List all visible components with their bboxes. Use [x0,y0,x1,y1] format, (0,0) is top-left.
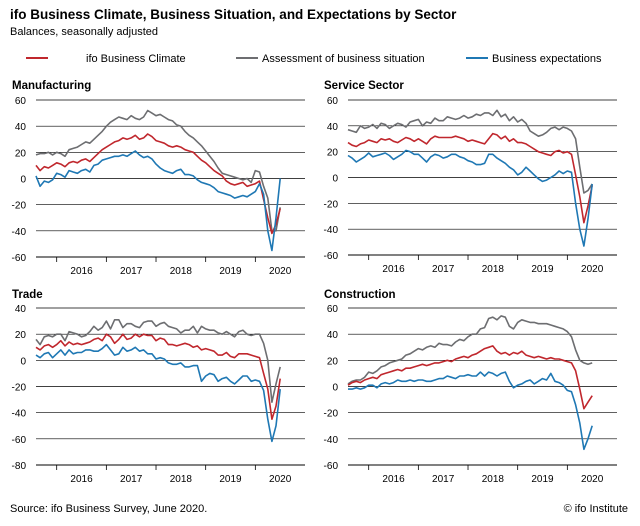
panel-trade: Trade -80 -60 -40 -20 0 20 40 2016 2017 2018 2019 20… [12,289,305,485]
x-tick-label: 2016 [382,474,405,485]
copyright-note: © ifo Institute [563,503,628,515]
x-tick-label: 2020 [581,474,604,485]
x-tick-label: 2016 [382,264,405,275]
x-tick-label: 2018 [170,266,193,277]
chart-subtitle: Balances, seasonally adjusted [10,26,158,38]
series-line-business-expectations [348,371,593,451]
x-tick-label: 2019 [531,264,554,275]
legend: ifo Business Climate Assessment of busine… [26,53,602,65]
x-tick-label: 2019 [531,474,554,485]
source-note: Source: ifo Business Survey, June 2020. [10,503,208,515]
y-tick-label: -40 [324,435,339,446]
y-tick-label: -80 [12,461,27,472]
x-tick-label: 2017 [432,474,455,485]
chart-title: ifo Business Climate, Business Situation… [10,7,457,22]
panel-service-sector: Service Sector -60 -40 -20 0 20 40 60 2016 2017 20… [324,80,617,275]
panel-title: Construction [324,289,396,301]
x-tick-label: 2018 [170,474,193,485]
y-tick-label: -40 [12,409,27,420]
series-line-ifo-business-climate [347,345,593,410]
y-tick-label: -40 [12,227,27,238]
series-line-ifo-business-climate [347,132,593,224]
series-line-ifo-business-climate [35,133,281,235]
panel-title: Trade [12,289,43,301]
x-tick-label: 2017 [120,474,143,485]
y-tick-label: -60 [12,435,27,446]
panel-construction: Construction -60 -40 -20 0 20 40 60 2016 2017 2018… [324,289,617,485]
x-tick-label: 2020 [581,264,604,275]
x-tick-label: 2017 [432,264,455,275]
y-tick-label: -60 [12,253,27,264]
y-tick-label: 20 [15,148,27,159]
panel-title: Service Sector [324,80,404,92]
series-line-ifo-business-climate [35,333,281,421]
legend-label-1: ifo Business Climate [86,53,186,65]
x-tick-label: 2019 [219,474,242,485]
y-tick-label: 40 [327,330,339,341]
series-line-assessment-of-business-situation [347,315,593,385]
x-tick-label: 2016 [70,474,93,485]
y-tick-label: 20 [327,356,339,367]
y-tick-label: -20 [324,199,339,210]
y-tick-label: 0 [20,175,26,186]
y-tick-label: 20 [15,330,27,341]
y-tick-label: -60 [324,251,339,262]
series-line-assessment-of-business-situation [35,318,281,404]
y-tick-label: 60 [327,304,339,315]
panel-title: Manufacturing [12,80,91,92]
y-tick-label: 40 [327,122,339,133]
legend-label-2: Assessment of business situation [262,53,425,65]
x-tick-label: 2017 [120,266,143,277]
y-tick-label: 0 [332,174,338,185]
y-tick-label: -20 [324,409,339,420]
y-tick-label: 40 [15,304,27,315]
y-tick-label: 40 [15,122,27,133]
series-line-business-expectations [35,343,281,443]
y-tick-label: -20 [12,201,27,212]
y-tick-label: 60 [15,96,27,107]
x-tick-label: 2019 [219,266,242,277]
x-tick-label: 2018 [482,474,505,485]
series-line-business-expectations [347,149,593,247]
x-tick-label: 2016 [70,266,93,277]
legend-label-3: Business expectations [492,53,602,65]
x-tick-label: 2020 [269,266,292,277]
chart-panels: Manufacturing -60 -40 -20 0 20 40 60 2016 2017 201… [12,80,617,485]
y-tick-label: 0 [332,383,338,394]
y-tick-label: 60 [327,96,339,107]
series-line-business-expectations [35,150,281,252]
panel-manufacturing: Manufacturing -60 -40 -20 0 20 40 60 2016 2017 201… [12,80,305,277]
series-line-assessment-of-business-situation [347,109,593,194]
x-tick-label: 2020 [269,474,292,485]
y-tick-label: -40 [324,225,339,236]
y-tick-label: 0 [20,356,26,367]
y-tick-label: -60 [324,461,339,472]
series-line-assessment-of-business-situation [35,109,281,232]
y-tick-label: 20 [327,148,339,159]
y-tick-label: -20 [12,383,27,394]
x-tick-label: 2018 [482,264,505,275]
